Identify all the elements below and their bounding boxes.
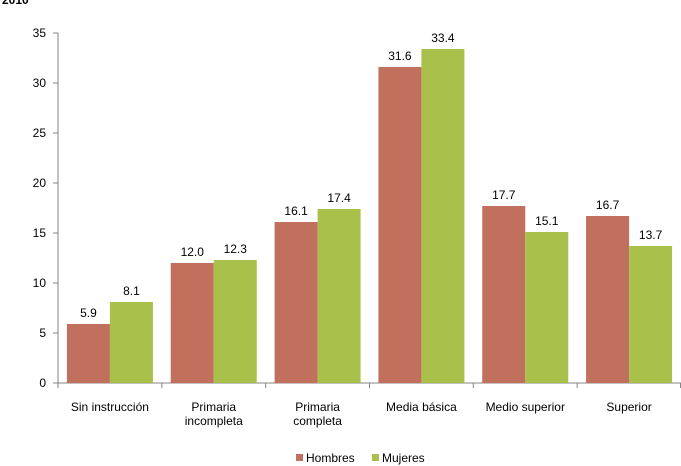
bar-hombres-1	[170, 263, 214, 383]
bar-hombres-2	[274, 222, 318, 383]
data-label: 15.1	[535, 214, 559, 228]
data-label: 13.7	[639, 228, 663, 242]
y-tick-label: 10	[33, 276, 47, 290]
x-category-label: Sin instrucción	[71, 400, 149, 414]
data-label: 8.1	[123, 284, 140, 298]
data-label: 17.7	[492, 188, 516, 202]
y-tick-label: 30	[33, 76, 47, 90]
bar-mujeres-3	[421, 49, 465, 383]
bars	[66, 49, 673, 383]
y-tick-label: 25	[33, 126, 47, 140]
x-axis: Sin instrucción Primaria incompleta Primari…	[57, 382, 681, 428]
legend-label-mujeres: Mujeres	[382, 451, 425, 465]
data-label: 17.4	[327, 191, 351, 205]
bar-mujeres-2	[317, 209, 361, 383]
x-category-label: Superior	[606, 400, 651, 414]
data-label: 16.1	[284, 204, 308, 218]
x-category-label: Media básica	[386, 400, 457, 414]
bar-mujeres-4	[525, 232, 569, 383]
y-tick-label: 20	[33, 176, 47, 190]
y-tick-label: 0	[39, 376, 46, 390]
data-labels: 5.9 12.0 16.1 31.6 17.7 16.7 8.1 12.3 17.4 33.4 15…	[80, 31, 663, 320]
x-category-label: Primaria incompleta	[185, 400, 243, 428]
bar-mujeres-0	[109, 302, 153, 383]
y-tick-label: 15	[33, 226, 47, 240]
legend-label-hombres: Hombres	[306, 451, 355, 465]
x-category-label: Medio superior	[486, 400, 565, 414]
y-tick-label: 35	[33, 26, 47, 40]
data-label: 16.7	[596, 198, 620, 212]
bar-mujeres-5	[629, 246, 673, 383]
data-label: 12.0	[181, 245, 205, 259]
y-axis: 0 5 10 15 20 25 30 35	[33, 26, 59, 390]
bar-mujeres-1	[213, 260, 257, 383]
bar-hombres-0	[66, 324, 110, 383]
x-category-label: Primaria completa	[293, 400, 342, 428]
legend-swatch-hombres	[296, 454, 303, 461]
bar-hombres-4	[482, 206, 526, 383]
data-label: 31.6	[388, 49, 412, 63]
data-label: 12.3	[224, 242, 248, 256]
legend-swatch-mujeres	[372, 454, 379, 461]
y-tick-label: 5	[39, 326, 46, 340]
data-label: 33.4	[431, 31, 455, 45]
chart-title-partial: 2010	[2, 0, 29, 7]
bar-hombres-5	[586, 216, 630, 383]
legend: Hombres Mujeres	[296, 451, 425, 465]
bar-hombres-3	[378, 67, 422, 383]
data-label: 5.9	[80, 306, 97, 320]
